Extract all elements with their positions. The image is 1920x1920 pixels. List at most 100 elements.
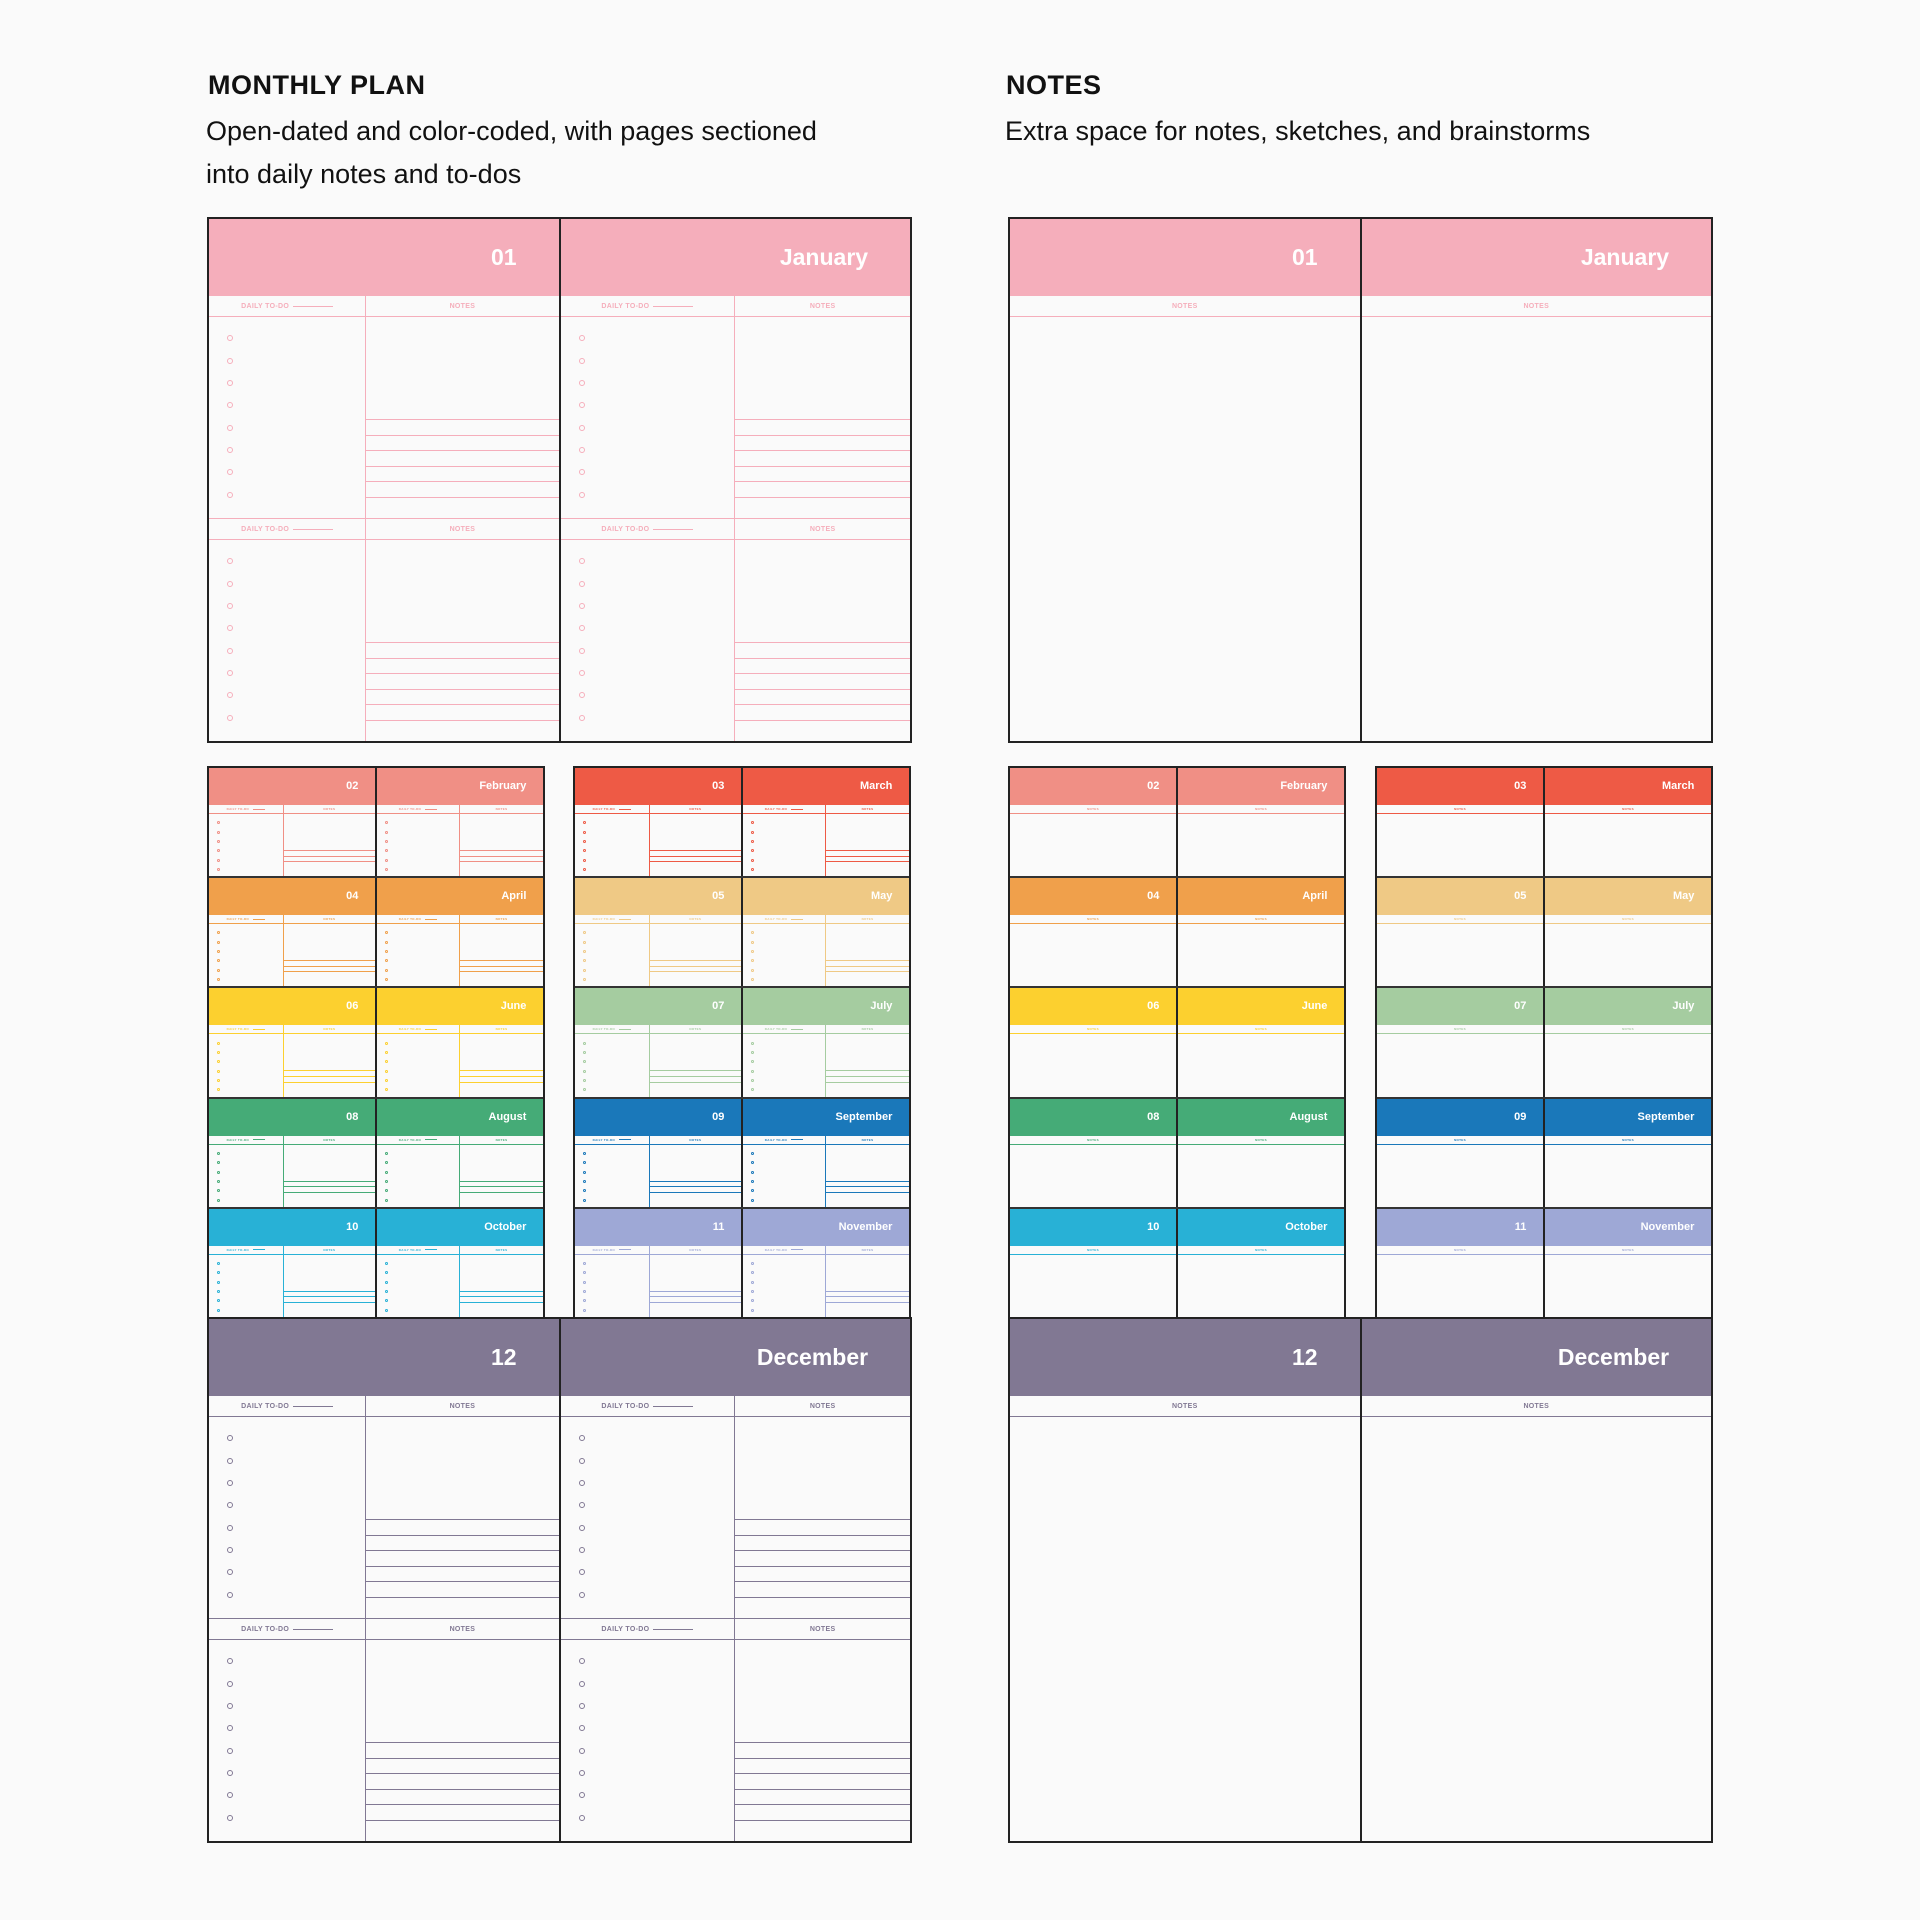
todo-checkbox-icon (751, 830, 754, 834)
notes-label: NOTES (1622, 1137, 1634, 1142)
todo-checkbox-icon (385, 1261, 388, 1265)
month-header: 05 (575, 878, 741, 915)
daily-todo-text: DAILY TO-DO (241, 1625, 290, 1633)
section-body (561, 540, 910, 741)
month-number: 01 (1291, 243, 1318, 270)
notes-line (735, 1596, 910, 1598)
month-header: February (377, 768, 543, 804)
month-header: 06 (1010, 988, 1176, 1025)
page-section: DAILY TO-DO NOTES (209, 1244, 375, 1318)
notes-area (283, 924, 375, 986)
date-underline (791, 1139, 804, 1141)
page-section: DAILY TO-DO NOTES (209, 1024, 375, 1097)
planner-page-may-left: 05 DAILY TO-DO NOTES (575, 878, 743, 987)
todo-list (209, 814, 284, 877)
notes-line (460, 1081, 543, 1083)
notes-line (283, 1191, 375, 1193)
month-number: 06 (1147, 1000, 1160, 1013)
notes-line (283, 1180, 375, 1182)
notes-area (366, 317, 559, 518)
notes-label: NOTES (1454, 917, 1466, 922)
todo-checkbox-icon (751, 849, 754, 853)
page-section: DAILY TO-DO NOTES (209, 1618, 559, 1841)
notes-line (649, 1186, 741, 1188)
date-underline (293, 528, 334, 530)
todo-list (209, 1144, 284, 1207)
section-body (209, 1254, 375, 1318)
month-spread-row: 10 NOTES October NOTES (1010, 1208, 1344, 1318)
notes-line (826, 850, 909, 852)
todo-checkbox-icon (217, 1151, 220, 1155)
notes-area (826, 814, 909, 876)
page-section: DAILY TO-DO NOTES (575, 1244, 741, 1318)
todo-checkbox-icon (583, 1079, 586, 1083)
daily-todo-text: DAILY TO-DO (226, 1247, 250, 1252)
daily-todo-label: DAILY TO-DO (743, 1135, 826, 1144)
month-header: 05 (1377, 878, 1543, 915)
todo-checkbox-icon (227, 335, 233, 342)
notes-label: NOTES (323, 917, 336, 922)
notes-page-november-right: November NOTES (1545, 1208, 1711, 1317)
month-header: 12 (1010, 1319, 1360, 1395)
notes-page-march-left: 03 NOTES (1377, 768, 1545, 877)
todo-checkbox-icon (583, 959, 586, 963)
notes-line (735, 450, 910, 451)
month-spread-row: 08 DAILY TO-DO NOTES August DAILY TO-DO NOTES (209, 1098, 543, 1209)
date-underline (425, 1139, 438, 1141)
notes-label: NOTES (1255, 807, 1267, 811)
notes-label: NOTES (495, 1137, 508, 1142)
section-header: NOTES (1361, 1396, 1711, 1417)
month-name: December (756, 1343, 869, 1370)
todo-checkbox-icon (385, 959, 388, 963)
month-header: 02 (209, 768, 375, 804)
todo-checkbox-icon (385, 1198, 388, 1202)
todo-checkbox-icon (583, 1161, 586, 1165)
section-body (743, 1144, 909, 1207)
notes-label: NOTES (1523, 302, 1550, 310)
todo-checkbox-icon (385, 1271, 388, 1275)
notes-label: NOTES (1622, 917, 1634, 922)
date-underline (253, 808, 266, 810)
month-header: 01 (209, 219, 559, 295)
month-header: 06 (209, 988, 375, 1025)
daily-todo-text: DAILY TO-DO (398, 1137, 422, 1142)
notes-label: NOTES (1087, 1137, 1099, 1142)
section-header: DAILY TO-DO NOTES (209, 1135, 375, 1145)
date-underline (791, 918, 804, 920)
notes-page-july-right: July NOTES (1545, 988, 1711, 1096)
todo-checkbox-icon (217, 1041, 220, 1045)
todo-checkbox-icon (751, 1179, 754, 1183)
month-header: 07 (575, 988, 741, 1025)
notes-line (735, 1819, 910, 1821)
daily-todo-label: DAILY TO-DO (561, 519, 736, 539)
notes-line (826, 1186, 909, 1188)
month-spread-row: 07 NOTES July NOTES (1377, 988, 1711, 1099)
month-header: 09 (575, 1098, 741, 1135)
notes-line (735, 434, 910, 436)
daily-todo-label: DAILY TO-DO (209, 1135, 284, 1144)
todo-checkbox-icon (217, 1060, 220, 1064)
month-number: 03 (712, 780, 725, 792)
daily-todo-text: DAILY TO-DO (226, 1027, 250, 1032)
todo-list (561, 1640, 736, 1841)
notes-label: NOTES (449, 1402, 476, 1410)
daily-todo-label: DAILY TO-DO (377, 805, 460, 813)
notes-line (366, 1596, 559, 1598)
section-header: DAILY TO-DO NOTES (743, 1135, 909, 1145)
todo-list (743, 814, 826, 877)
notes-line (366, 1534, 559, 1536)
notes-line (460, 861, 543, 863)
notes-area (649, 1145, 741, 1207)
notes-label: NOTES (689, 1137, 702, 1142)
notes-line (283, 965, 375, 967)
section-header: DAILY TO-DO NOTES (575, 805, 741, 814)
todo-checkbox-icon (217, 1308, 220, 1312)
month-name: January (1580, 243, 1670, 270)
monthly-plan-subtitle-2: into daily notes and to-dos (206, 159, 522, 189)
date-underline (653, 528, 694, 530)
notes-line (735, 1565, 910, 1567)
daily-todo-label: DAILY TO-DO (209, 1025, 284, 1034)
notes-label: NOTES (861, 917, 874, 922)
notes-line (460, 1076, 543, 1078)
todo-checkbox-icon (578, 469, 585, 476)
